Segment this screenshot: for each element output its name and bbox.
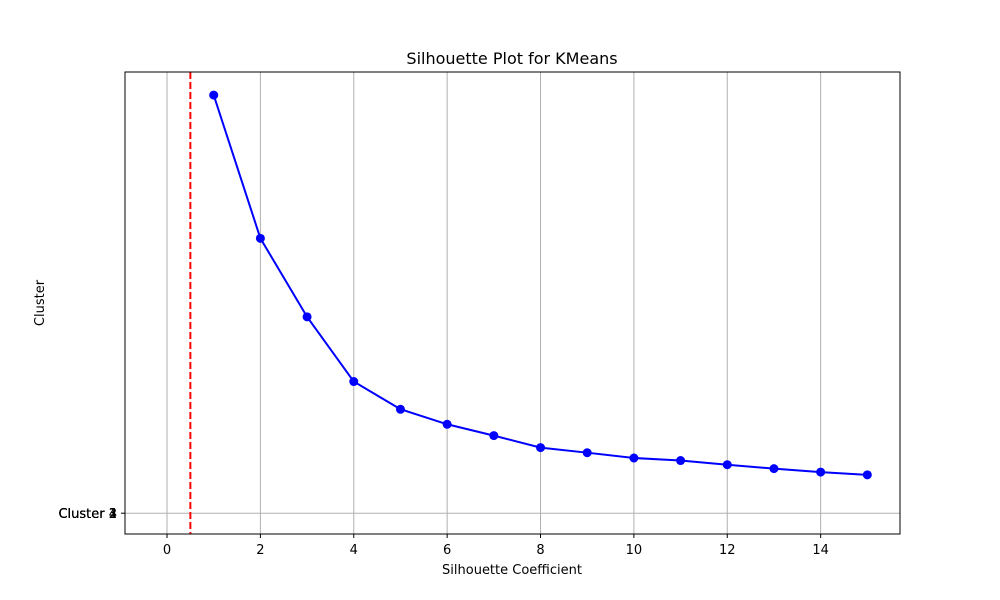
chart-title: Silhouette Plot for KMeans	[406, 49, 617, 68]
data-point	[302, 312, 312, 322]
data-point	[442, 419, 452, 429]
plot-frame	[124, 71, 901, 535]
x-axis-title: Silhouette Coefficient	[442, 563, 582, 578]
x-axis-ticks: 0 2 4 6 8 10 12 14	[163, 534, 829, 558]
data-point	[816, 467, 826, 477]
data-point	[862, 470, 872, 480]
data-point	[209, 90, 219, 100]
data-point	[395, 404, 405, 414]
x-tick-label: 14	[812, 543, 829, 558]
x-tick-label: 4	[350, 543, 358, 558]
y-tick-label: Cluster 3	[58, 507, 117, 522]
data-point	[536, 443, 546, 453]
data-point	[629, 453, 639, 463]
x-tick-label: 8	[536, 543, 544, 558]
data-point	[722, 460, 732, 470]
x-tick-label: 12	[719, 543, 736, 558]
y-tick-label: Cluster 1	[58, 507, 117, 522]
data-point	[349, 377, 359, 387]
data-point	[769, 464, 779, 474]
x-tick-label: 0	[163, 543, 171, 558]
y-tick-label: Cluster 4	[58, 507, 117, 522]
data-point	[676, 456, 686, 466]
grid-lines	[125, 72, 900, 534]
x-tick-label: 6	[443, 543, 451, 558]
x-tick-label: 10	[626, 543, 643, 558]
y-tick-label: Cluster 2	[58, 507, 117, 522]
data-point	[489, 431, 499, 441]
data-point	[255, 233, 265, 243]
series-layer	[209, 90, 872, 480]
x-tick-label: 2	[256, 543, 264, 558]
data-point	[582, 448, 592, 458]
y-axis-title: Cluster	[33, 279, 48, 326]
